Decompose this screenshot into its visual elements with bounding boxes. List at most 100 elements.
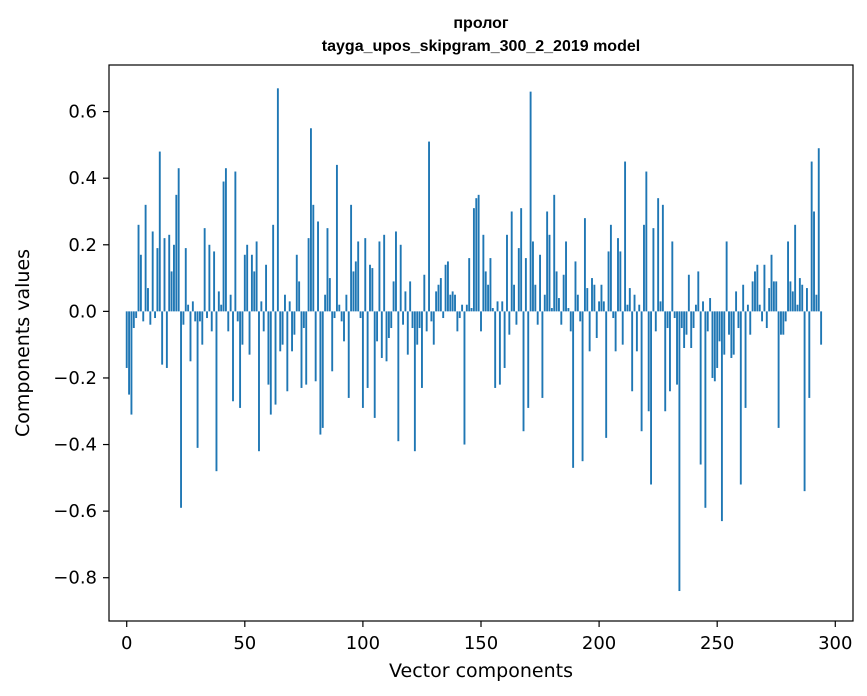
bar-65	[279, 311, 282, 352]
bar-8	[144, 204, 147, 312]
bar-89	[335, 164, 338, 312]
bar-54	[253, 271, 256, 312]
y-tick-label-3: −0.2	[53, 368, 97, 389]
bar-199	[595, 311, 598, 338]
bar-227	[661, 204, 664, 312]
bar-289	[808, 311, 811, 398]
bar-252	[720, 311, 723, 522]
bar-91	[340, 311, 343, 322]
bar-202	[602, 301, 605, 312]
bar-235	[680, 311, 683, 329]
bar-243	[699, 311, 702, 465]
bar-136	[446, 261, 449, 312]
bar-151	[482, 234, 485, 312]
bar-217	[638, 304, 641, 312]
bar-16	[163, 238, 166, 312]
bar-183	[558, 298, 560, 312]
bar-286	[801, 284, 804, 312]
bar-220	[645, 171, 648, 312]
bar-97	[354, 261, 357, 312]
bar-45	[232, 311, 234, 402]
bar-198	[593, 284, 596, 312]
bar-4	[135, 311, 138, 319]
bar-28	[191, 301, 194, 312]
bar-129	[430, 311, 433, 322]
bar-193	[581, 311, 584, 462]
bar-188	[569, 311, 572, 332]
bar-50	[243, 254, 246, 312]
bar-139	[454, 294, 456, 312]
bar-3	[132, 311, 135, 329]
bar-282	[791, 291, 794, 312]
bar-92	[343, 311, 345, 342]
bar-143	[463, 311, 466, 445]
bar-211	[624, 161, 627, 312]
bar-13	[156, 248, 159, 312]
bar-22	[177, 168, 180, 312]
bar-114	[395, 231, 397, 312]
bar-232	[673, 311, 676, 319]
bar-6	[139, 254, 142, 312]
bar-41	[222, 181, 225, 312]
bar-171	[529, 91, 532, 312]
bar-234	[678, 311, 681, 592]
bar-120	[409, 281, 412, 312]
bar-215	[633, 294, 636, 312]
bar-177	[543, 294, 546, 312]
bar-174	[536, 311, 539, 325]
bar-213	[628, 288, 631, 312]
bar-185	[562, 274, 565, 312]
bar-75	[302, 311, 305, 329]
bar-47	[236, 311, 239, 322]
bar-82	[319, 311, 322, 435]
bar-277	[780, 311, 782, 335]
bar-135	[444, 264, 447, 312]
bar-150	[480, 311, 482, 332]
bar-195	[586, 288, 589, 312]
bar-161	[506, 234, 508, 312]
bar-170	[527, 311, 530, 408]
bar-159	[501, 301, 504, 312]
bar-132	[437, 284, 440, 312]
bar-85	[326, 228, 329, 312]
bar-181	[553, 194, 556, 312]
bar-148	[475, 198, 478, 312]
bar-99	[359, 311, 362, 319]
bar-106	[376, 311, 379, 342]
bar-94	[347, 311, 350, 398]
bar-280	[787, 241, 789, 312]
bar-230	[669, 311, 671, 392]
bar-71	[293, 311, 296, 335]
bar-98	[357, 241, 360, 312]
bar-154	[489, 258, 492, 312]
bar-224	[654, 311, 657, 332]
bar-268	[758, 304, 761, 312]
bar-10	[149, 311, 152, 325]
bar-248	[711, 311, 714, 378]
bar-96	[352, 271, 355, 312]
bar-19	[170, 271, 173, 312]
bar-231	[671, 241, 674, 312]
bar-176	[541, 311, 544, 398]
bar-74	[300, 311, 303, 388]
bar-24	[182, 311, 185, 325]
bar-133	[439, 278, 442, 312]
bar-122	[413, 311, 416, 452]
bar-212	[626, 304, 629, 312]
bar-244	[702, 301, 704, 312]
y-tick-label-0: −0.8	[53, 568, 97, 589]
bar-69	[288, 301, 291, 312]
bar-253	[723, 311, 726, 355]
bar-12	[154, 311, 156, 319]
bar-254	[725, 241, 728, 312]
bar-93	[345, 294, 348, 312]
bar-290	[810, 161, 813, 312]
bar-46	[234, 171, 237, 312]
bar-86	[328, 278, 331, 312]
bar-270	[763, 264, 766, 312]
y-tick-label-2: −0.4	[53, 435, 97, 456]
bar-43	[227, 311, 230, 332]
bar-119	[406, 311, 409, 355]
bar-123	[416, 311, 419, 345]
x-tick-label-50: 50	[233, 633, 256, 654]
